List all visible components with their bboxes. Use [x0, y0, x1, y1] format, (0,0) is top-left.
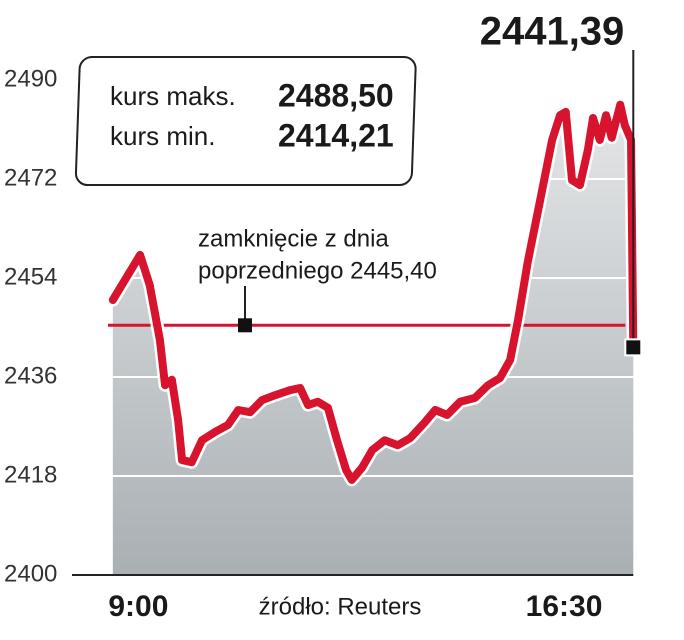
info-label: kurs min. [110, 121, 215, 151]
y-tick-label: 2418 [4, 461, 57, 488]
x-tick-label: 16:30 [526, 590, 603, 623]
y-tick-label: 2472 [4, 164, 57, 191]
info-label: kurs maks. [110, 81, 236, 111]
reference-layer [108, 286, 626, 333]
label-layer: 2400 2418 2436 2454 2472 2490 9:00 16:30 [4, 50, 643, 623]
last-value-label: 2441,39 [480, 10, 625, 54]
area [112, 104, 634, 575]
line-layer [106, 98, 640, 487]
y-tick-label: 2490 [4, 65, 57, 92]
info-value: 2414,21 [278, 117, 394, 153]
area-layer [112, 104, 634, 575]
y-tick-label: 2400 [4, 560, 57, 587]
reference-marker [238, 318, 252, 333]
last-value-marker [624, 338, 643, 357]
price-line [108, 100, 638, 484]
source: źródło: Reuters [259, 593, 422, 620]
x-tick-label: 9:00 [108, 590, 168, 623]
y-tick-label: 2454 [4, 263, 57, 290]
info-value: 2488,50 [278, 77, 394, 113]
info-box [74, 56, 417, 186]
reference-text: poprzedniego 2445,40 [198, 257, 437, 284]
reference-text: zamknięcie z dnia [198, 225, 389, 252]
y-tick-label: 2436 [4, 362, 57, 389]
